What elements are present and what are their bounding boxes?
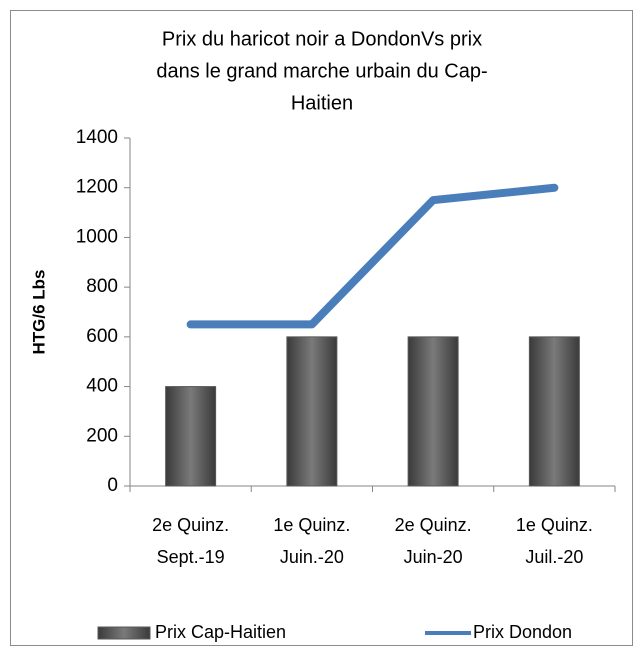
x-tick-label: 2e Quinz. Sept.-19 [152, 515, 229, 567]
y-tick-label: 0 [107, 475, 118, 496]
chart-title: dans le grand marche urbain du Cap- [156, 60, 487, 82]
x-tick-label-line: Sept.-19 [157, 547, 225, 567]
x-tick-label: 1e Quinz. Juin.-20 [273, 515, 350, 567]
y-tick-label: 1000 [76, 226, 118, 247]
y-tick-label: 800 [86, 276, 118, 297]
y-tick-label: 400 [86, 376, 118, 397]
bar [407, 336, 459, 487]
x-tick-label: 2e Quinz. Juin-20 [395, 515, 472, 567]
x-tick-label-line: 2e Quinz. [395, 515, 472, 535]
x-tick-label-line: Juil.-20 [525, 547, 583, 567]
chart-title: Haitien [291, 92, 353, 114]
y-tick-label: 600 [86, 326, 118, 347]
y-tick-label: 1400 [76, 127, 118, 148]
y-axis-label: HTG/6 Lbs [29, 269, 48, 354]
line [186, 183, 559, 329]
x-tick-label-line: 2e Quinz. [152, 515, 229, 535]
legend-label: Prix Dondon [473, 622, 572, 642]
legend-label: Prix Cap-Haitien [155, 622, 286, 642]
bar [528, 336, 580, 487]
bar [165, 386, 217, 487]
bar [286, 336, 338, 487]
x-tick-label-line: 1e Quinz. [516, 515, 593, 535]
y-tick-label: 200 [86, 425, 118, 446]
x-tick-label: 1e Quinz. Juil.-20 [516, 515, 593, 567]
legend-swatch [97, 626, 151, 640]
chart-title: Prix du haricot noir a DondonVs prix [162, 28, 482, 50]
y-tick-label: 1200 [76, 177, 118, 198]
chart-border [10, 10, 633, 646]
x-tick-label-line: Juin.-20 [280, 547, 344, 567]
x-tick-label-line: Juin-20 [404, 547, 463, 567]
x-tick-label-line: 1e Quinz. [273, 515, 350, 535]
